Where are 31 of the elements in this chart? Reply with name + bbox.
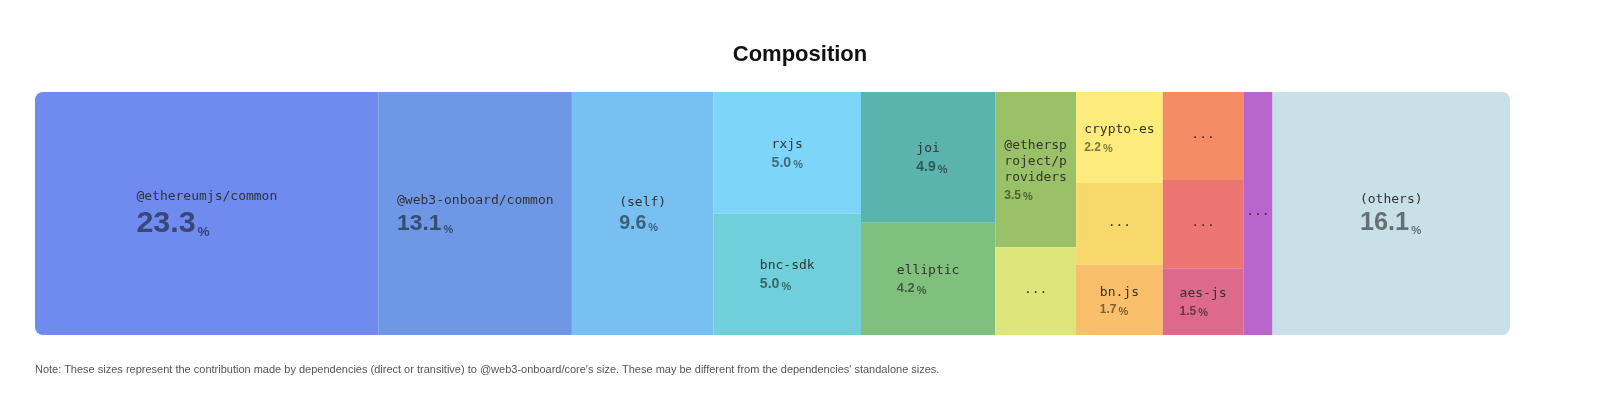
category-label: aes-js: [1179, 285, 1227, 301]
category-label: @ethersproject/providers: [1004, 137, 1068, 185]
data-label: 2.2%: [1084, 139, 1113, 155]
data-label: 1.5%: [1179, 303, 1209, 319]
data-label: 4.9%: [916, 158, 948, 175]
data-label: 13.1%: [397, 208, 454, 235]
category-label: (self): [619, 193, 667, 209]
category-label: joi: [916, 140, 940, 156]
category-label: ...: [1107, 213, 1132, 229]
category-label: bnc-sdk: [759, 257, 815, 273]
category-label: elliptic: [896, 262, 960, 278]
data-label: 9.6%: [619, 210, 659, 234]
data-label: 23.3%: [136, 203, 210, 239]
category-label: (others): [1359, 190, 1423, 206]
data-label: 3.5%: [1004, 187, 1034, 203]
text: Composition: [732, 41, 868, 67]
category-label: rxjs: [771, 135, 803, 151]
category-label: ...: [1191, 125, 1215, 141]
category-label: @ethereumjs/common: [136, 188, 278, 204]
data-label: 16.1%: [1359, 207, 1422, 236]
category-label: ...: [1246, 203, 1270, 219]
category-label: crypto-es: [1084, 121, 1155, 137]
data-label: 1.7%: [1099, 302, 1129, 317]
data-label: 5.0%: [771, 153, 804, 171]
category-label: bn.js: [1099, 283, 1139, 299]
data-label: 4.2%: [896, 280, 927, 297]
category-label: @web3-onboard/common: [397, 191, 554, 207]
category-label: ...: [1191, 214, 1215, 230]
text: Note: These sizes represent the contribution made by dependencies (direct or transitive) to @web3-onboard/core's size. These may be different from the dependencies' standalone sizes.: [35, 363, 940, 376]
category-label: ...: [1023, 280, 1048, 296]
data-label: 5.0%: [759, 275, 792, 292]
